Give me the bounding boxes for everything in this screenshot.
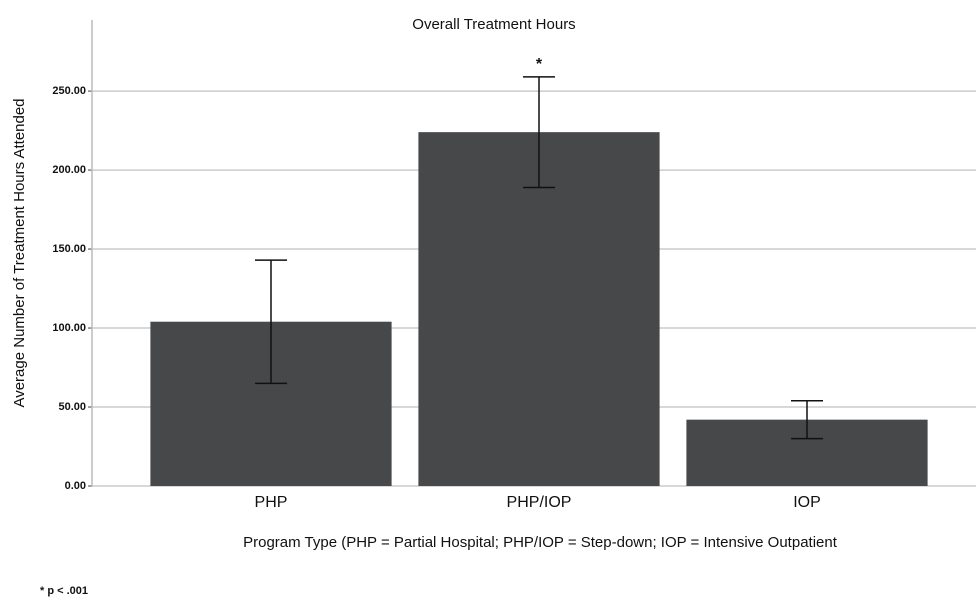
- bar: [418, 132, 660, 486]
- error-bar: [255, 259, 287, 385]
- y-tick-label: 200.00: [52, 164, 86, 176]
- x-tick-label: IOP: [793, 494, 821, 511]
- footnote: * p < .001: [40, 585, 88, 597]
- y-axis-label: Average Number of Treatment Hours Attend…: [11, 98, 28, 407]
- y-tick-label: 250.00: [52, 85, 86, 97]
- x-tick-label: PHP: [255, 494, 288, 511]
- x-axis-label: Program Type (PHP = Partial Hospital; PH…: [243, 534, 838, 551]
- x-tick-label: PHP/IOP: [507, 494, 572, 511]
- y-tick-label: 100.00: [52, 322, 86, 334]
- y-tick-label: 50.00: [58, 401, 86, 413]
- error-bar: [791, 399, 823, 440]
- annotation: *: [536, 56, 543, 73]
- y-tick-label: 150.00: [52, 243, 86, 255]
- y-tick-label: 0.00: [65, 480, 86, 492]
- error-bar: [523, 76, 555, 189]
- chart-title: Overall Treatment Hours: [412, 16, 575, 33]
